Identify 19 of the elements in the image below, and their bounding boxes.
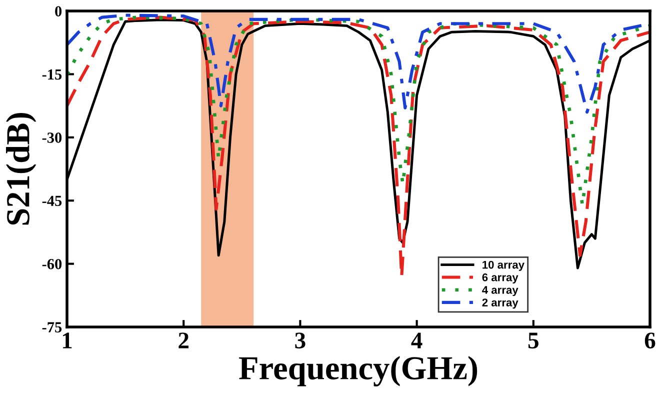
x-tick-label: 6 [644,332,656,348]
y-axis-title: S21(dB) [6,113,36,225]
legend-label: 10 array [482,260,524,271]
legend-label: 6 array [482,273,518,284]
x-tick-label: 2 [178,332,188,348]
y-tick-label: -45 [42,196,62,206]
x-tick-label: 5 [528,332,538,348]
legend-label: 2 array [482,298,518,309]
x-tick-label: 1 [62,332,72,348]
y-tick-label: -30 [42,132,62,143]
y-tick-label: 0 [55,6,62,16]
y-tick-label: -15 [42,69,62,80]
line-series [67,16,650,206]
x-tick-label: 4 [411,332,422,348]
y-tick-label: -60 [42,258,62,270]
y-tick-label: -75 [42,322,62,332]
x-tick-label: 3 [295,332,306,348]
legend-label: 4 array [482,286,518,296]
x-axis-title: Frequency(GHz) [239,356,478,386]
